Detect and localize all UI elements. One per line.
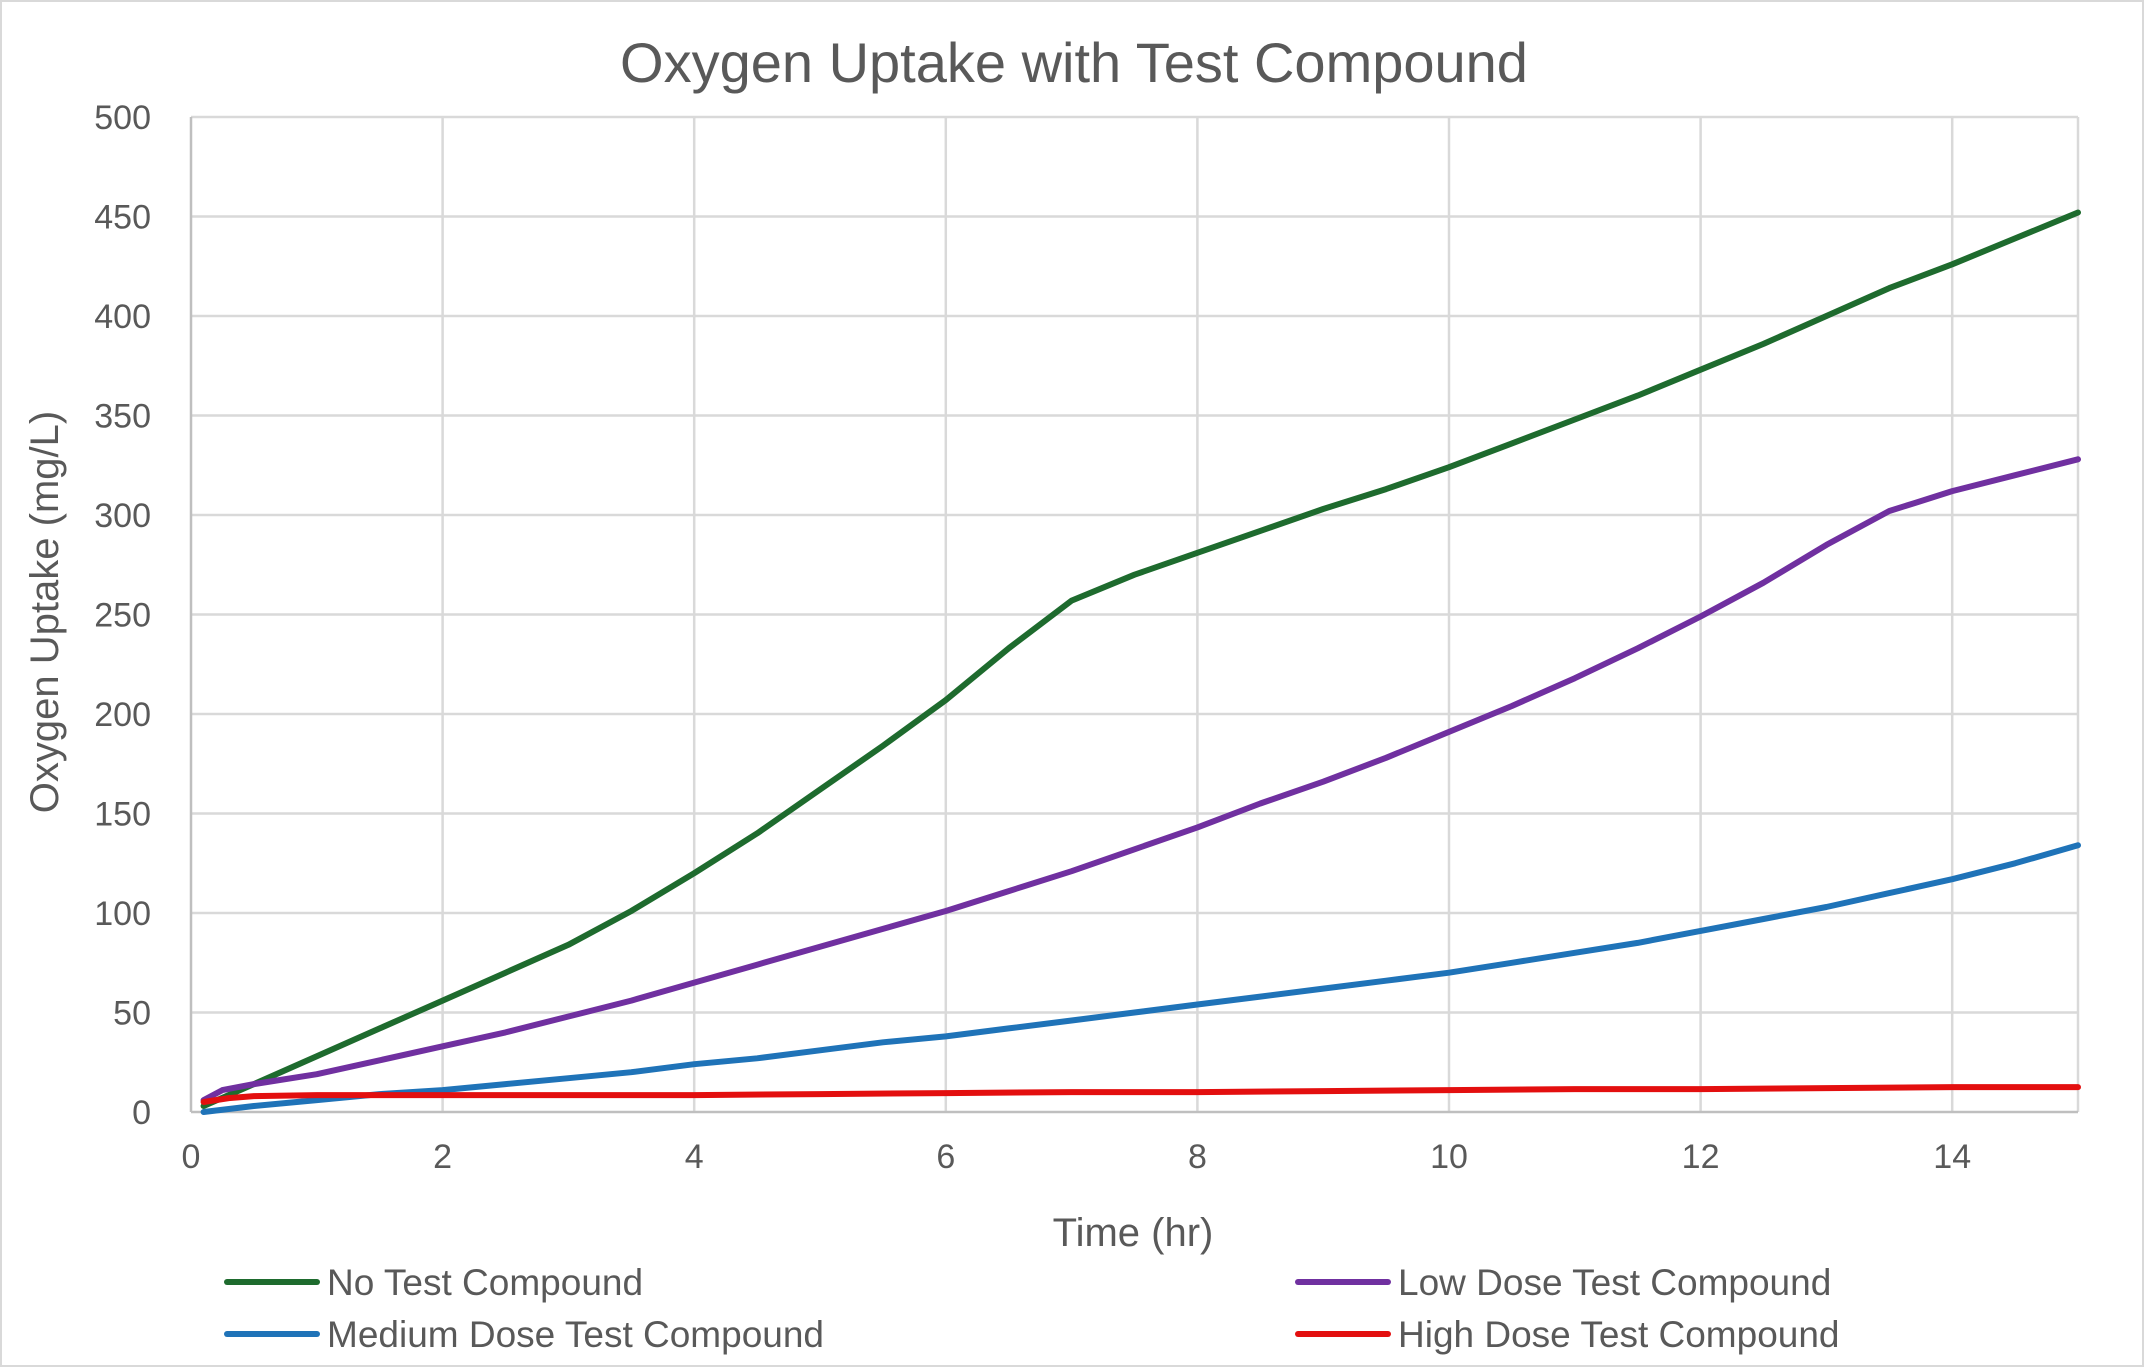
y-tick-label: 300 bbox=[94, 497, 151, 535]
x-tick-label: 10 bbox=[1430, 1138, 1468, 1176]
tick-labels: 0 50 100 150 200 250 300 350 400 450 500 0 2 4 6 8 10 12 1… bbox=[94, 99, 1971, 1176]
y-tick-label: 200 bbox=[94, 696, 151, 734]
x-axis-title: Time (hr) bbox=[1053, 1211, 1214, 1255]
chart-title: Oxygen Uptake with Test Compound bbox=[620, 31, 1528, 94]
series-line-high-dose-test-compound bbox=[200, 1084, 2081, 1105]
y-tick-label: 250 bbox=[94, 597, 151, 635]
x-tick-label: 6 bbox=[936, 1138, 955, 1176]
legend-label-high-dose-test-compound: High Dose Test Compound bbox=[1398, 1314, 1840, 1355]
series-line-medium-dose-test-compound bbox=[200, 842, 2081, 1115]
y-tick-label: 500 bbox=[94, 99, 151, 137]
legend-label-medium-dose-test-compound: Medium Dose Test Compound bbox=[327, 1314, 824, 1355]
y-tick-label: 400 bbox=[94, 298, 151, 336]
y-axis-title: Oxygen Uptake (mg/L) bbox=[23, 411, 67, 813]
y-tick-label: 350 bbox=[94, 398, 151, 436]
series-line-no-test-compound bbox=[200, 209, 2081, 1109]
y-tick-label: 100 bbox=[94, 895, 151, 933]
x-tick-label: 8 bbox=[1188, 1138, 1207, 1176]
y-tick-label: 50 bbox=[113, 995, 151, 1033]
x-tick-label: 4 bbox=[685, 1138, 704, 1176]
x-tick-label: 0 bbox=[182, 1138, 201, 1176]
x-tick-label: 14 bbox=[1933, 1138, 1971, 1176]
legend-label-no-test-compound: No Test Compound bbox=[327, 1262, 643, 1303]
y-tick-label: 0 bbox=[132, 1094, 151, 1132]
y-tick-label: 450 bbox=[94, 199, 151, 237]
series-lines bbox=[200, 209, 2081, 1115]
x-tick-label: 12 bbox=[1682, 1138, 1720, 1176]
gridlines bbox=[191, 115, 2080, 1112]
x-tick-label: 2 bbox=[433, 1138, 452, 1176]
legend: No Test Compound Low Dose Test Compound Me… bbox=[224, 1262, 1840, 1355]
y-tick-label: 150 bbox=[94, 796, 151, 834]
legend-label-low-dose-test-compound: Low Dose Test Compound bbox=[1398, 1262, 1831, 1303]
series-line-low-dose-test-compound bbox=[200, 456, 2081, 1104]
axes bbox=[189, 117, 2078, 1114]
